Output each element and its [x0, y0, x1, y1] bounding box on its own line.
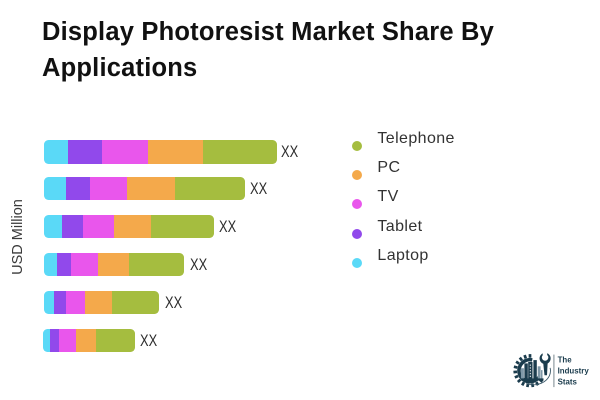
svg-text:Industry: Industry [558, 366, 590, 375]
svg-text:The: The [558, 355, 573, 364]
svg-text:Stats: Stats [558, 377, 578, 386]
